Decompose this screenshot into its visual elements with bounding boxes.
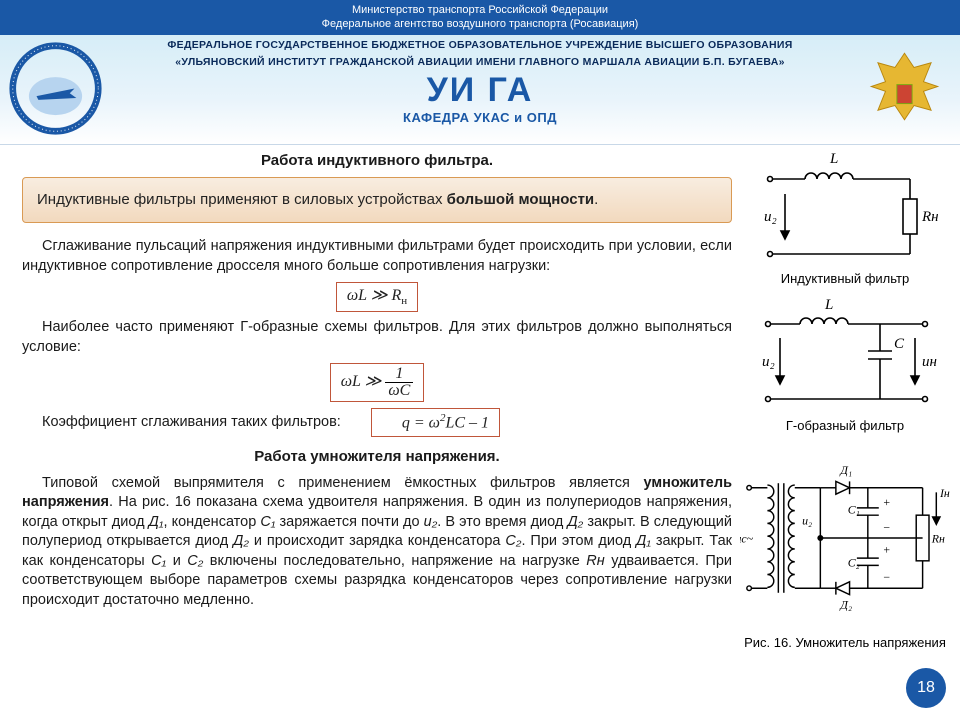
svg-text:Д₁: Д₁ [839, 463, 852, 477]
svg-text:u₂: u₂ [802, 513, 812, 527]
ministry-line2: Федеральное агентство воздушного транспо… [0, 17, 960, 31]
formula2: ωL ≫ 1ωC [22, 363, 732, 402]
svg-text:uс~: uс~ [740, 531, 754, 545]
content: Работа индуктивного фильтра. Индуктивные… [0, 145, 960, 660]
fed-line2: «УЛЬЯНОВСКИЙ ИНСТИТУТ ГРАЖДАНСКОЙ АВИАЦИ… [0, 52, 960, 69]
svg-text:+: + [883, 495, 890, 509]
ministry-line1: Министерство транспорта Российской Федер… [0, 3, 960, 17]
text-column: Работа индуктивного фильтра. Индуктивные… [22, 149, 732, 660]
topbar: Министерство транспорта Российской Федер… [0, 0, 960, 35]
svg-text:Rн: Rн [931, 531, 945, 545]
svg-text:L: L [824, 297, 833, 313]
state-emblem-icon [857, 39, 952, 134]
circuit-multiplier: uс~ u₂ Д₁ Д₂ C₁ C₂ + − + − Rн Iн [740, 443, 950, 633]
fig1-caption: Индуктивный фильтр [740, 271, 950, 286]
title-big: УИ ГА [0, 71, 960, 110]
para1: Сглаживание пульсаций напряжения индукти… [22, 237, 732, 276]
circuit-inductive-filter: L u₂ Rн [750, 149, 940, 269]
page-number: 18 [906, 668, 946, 708]
svg-text:−: − [883, 570, 890, 584]
svg-text:Iн: Iн [939, 486, 950, 500]
svg-text:u₂: u₂ [764, 209, 777, 225]
header: ФЕДЕРАЛЬНОЕ ГОСУДАРСТВЕННОЕ БЮДЖЕТНОЕ ОБ… [0, 35, 960, 145]
svg-text:L: L [829, 151, 838, 167]
formula3: q = ω2LC – 1 [371, 408, 500, 437]
fed-line1: ФЕДЕРАЛЬНОЕ ГОСУДАРСТВЕННОЕ БЮДЖЕТНОЕ ОБ… [0, 35, 960, 52]
svg-text:+: + [883, 542, 890, 556]
para3: Коэффициент сглаживания таких фильтров: … [22, 408, 732, 437]
svg-text:uн: uн [922, 354, 937, 370]
svg-text:C₁: C₁ [848, 502, 860, 516]
svg-text:Д₂: Д₂ [839, 597, 852, 611]
section2-title: Работа умножителя напряжения. [22, 447, 732, 467]
circuit-g-filter: L C u₂ uн [750, 296, 940, 416]
svg-text:u₂: u₂ [762, 354, 775, 370]
section1-title: Работа индуктивного фильтра. [22, 151, 732, 171]
title-sub: КАФЕДРА УКАС и ОПД [0, 110, 960, 125]
callout-box: Индуктивные фильтры применяют в силовых … [22, 177, 732, 223]
svg-text:C: C [894, 336, 905, 352]
fig2-caption: Г-образный фильтр [740, 418, 950, 433]
figure-column: L u₂ Rн Индуктивный фильтр L C u₂ uн Г-о [740, 149, 950, 660]
institute-logo-icon [8, 41, 103, 136]
svg-text:Rн: Rн [921, 209, 939, 225]
svg-text:−: − [883, 520, 890, 534]
para2: Наиболее часто применяют Г-образные схем… [22, 318, 732, 357]
svg-text:C₂: C₂ [848, 555, 860, 569]
formula1: ωL ≫ Rн [22, 282, 732, 312]
fig3-caption: Рис. 16. Умножитель напряжения [740, 635, 950, 650]
para4: Типовой схемой выпрямителя с применением… [22, 474, 732, 611]
